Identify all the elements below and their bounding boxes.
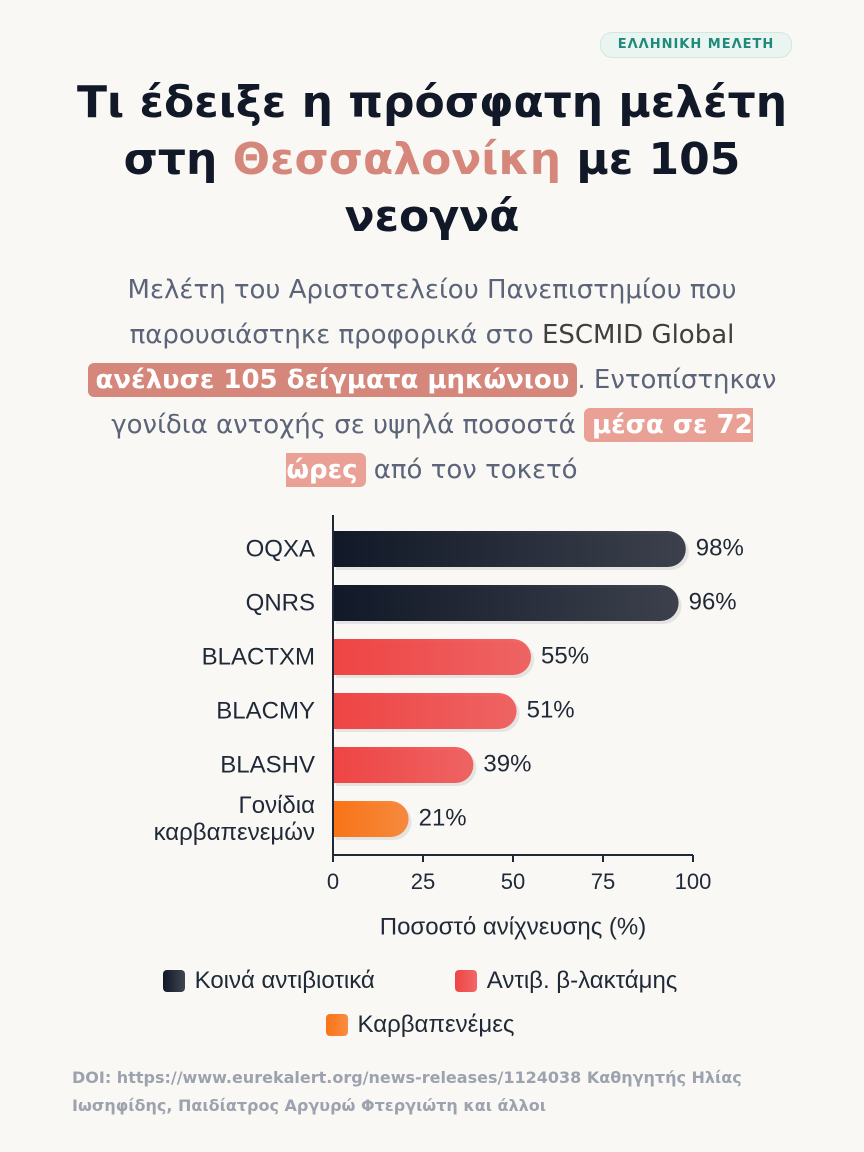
legend-label: Αντιβ. β-λακτάμης <box>486 967 678 994</box>
legend-swatch <box>325 1014 348 1036</box>
bar <box>333 801 409 837</box>
subtitle: Μελέτη του Αριστοτελείου Πανεπιστημίου π… <box>70 268 794 493</box>
y-tick-label: BLACMY <box>216 697 315 725</box>
y-tick-label: OQXA <box>245 535 315 563</box>
legend-item: Καρβαπενέμες <box>325 1009 515 1041</box>
value-label: 39% <box>483 750 531 777</box>
subtitle-text: ESCMID Global <box>541 320 735 350</box>
subtitle-text: Εντοπίστηκαν γονίδια αντοχής σε υψηλά πο… <box>111 365 777 440</box>
subtitle-highlight: ανέλυσε 105 δείγματα μηκώνιου <box>87 363 578 397</box>
x-tick-label: 75 <box>591 869 615 894</box>
y-tick-label: BLACTXM <box>201 643 315 671</box>
x-tick-label: 100 <box>675 869 712 894</box>
legend-swatch <box>454 970 477 992</box>
value-label: 51% <box>527 696 575 723</box>
value-label: 98% <box>696 534 744 561</box>
bar <box>333 747 474 783</box>
bar <box>333 531 686 567</box>
subtitle-text: . <box>577 365 586 395</box>
title: Τι έδειξε η πρόσφατη μελέτη στη Θεσσαλον… <box>50 74 814 245</box>
x-axis-label: Ποσοστό ανίχνευσης (%) <box>380 913 647 940</box>
legend-label: Καρβαπενέμες <box>357 1011 515 1038</box>
bar <box>333 639 531 675</box>
legend: Κοινά αντιβιοτικά Αντιβ. β-λακτάμης Καρβαπ… <box>100 965 740 1041</box>
y-tick-label: BLASHV <box>220 751 315 779</box>
footer: DOI: https://www.eurekalert.org/news-rel… <box>72 1068 742 1115</box>
title-text: με 105 νεογνά <box>344 134 741 242</box>
legend-swatch <box>162 970 185 992</box>
x-tick-label: 25 <box>411 869 435 894</box>
value-label: 55% <box>541 642 589 669</box>
legend-item: Αντιβ. β-λακτάμης <box>454 965 678 997</box>
x-tick-label: 50 <box>501 869 525 894</box>
badge: ΕΛΛΗΝΙΚΗ ΜΕΛΕΤΗ <box>600 32 792 58</box>
x-tick-label: 0 <box>327 869 339 894</box>
bar <box>333 693 517 729</box>
title-highlight: Θεσσαλονίκη <box>232 134 562 185</box>
subtitle-text: Μελέτη του Αριστοτελείου Πανεπιστημίου π… <box>127 275 737 350</box>
legend-item: Κοινά αντιβιοτικά <box>162 965 375 997</box>
value-label: 96% <box>689 588 737 615</box>
title-text: Τι έδειξε η πρόσφατη μελέτη στη <box>76 77 788 185</box>
y-tick-label: QNRS <box>245 589 315 617</box>
value-label: 21% <box>419 804 467 831</box>
y-tick-label: Γονίδια καρβαπενεμών <box>153 792 315 846</box>
legend-label: Κοινά αντιβιοτικά <box>194 967 375 994</box>
bar <box>333 585 679 621</box>
subtitle-text: από τον τοκετό <box>373 455 578 485</box>
